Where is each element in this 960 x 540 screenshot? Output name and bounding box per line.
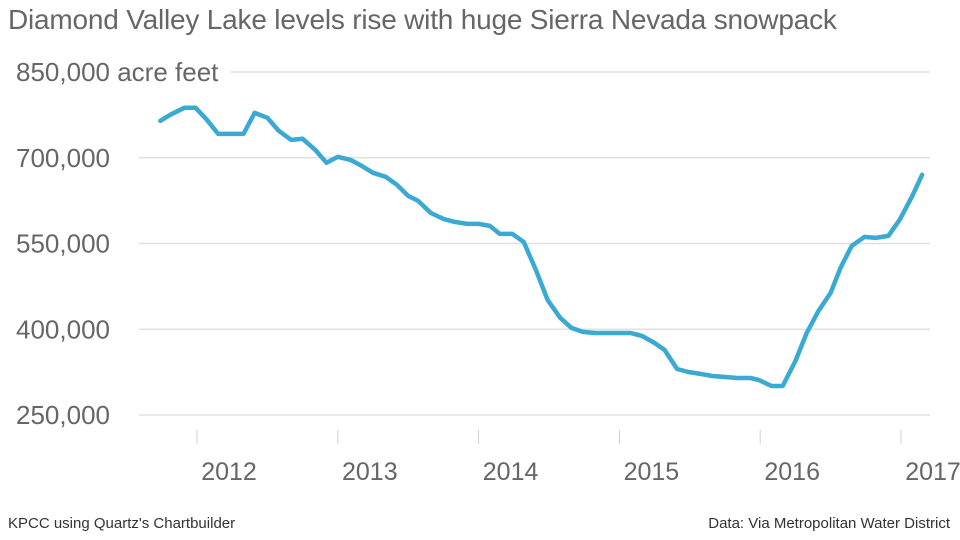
x-tick-label: 2014: [483, 458, 539, 486]
plot-area: [158, 105, 925, 389]
x-tick-label: 2012: [201, 458, 257, 486]
series-line: [158, 105, 925, 389]
y-tick-label: 400,000: [16, 314, 110, 344]
y-axis: 250,000 400,000 550,000 700,000 850,000 acre…: [16, 57, 219, 430]
x-tick-label: 2013: [342, 458, 398, 486]
y-tick-label: 550,000: [16, 229, 110, 259]
chart-title: Diamond Valley Lake levels rise with hug…: [8, 4, 837, 35]
y-tick-label: 850,000 acre feet: [16, 57, 219, 87]
gridlines: [139, 71, 930, 416]
y-tick-label: 250,000: [16, 400, 110, 430]
x-tick-label: 2015: [624, 458, 680, 486]
credit-text: KPCC using Quartz's Chartbuilder: [8, 515, 236, 532]
source-text: Data: Via Metropolitan Water District: [708, 515, 950, 532]
x-tick-label: 2016: [764, 458, 820, 486]
x-axis: 2012 2013 2014 2015 2016 2017: [196, 430, 960, 486]
y-tick-label: 700,000: [16, 143, 110, 173]
x-tick-label: 2017: [905, 458, 960, 486]
